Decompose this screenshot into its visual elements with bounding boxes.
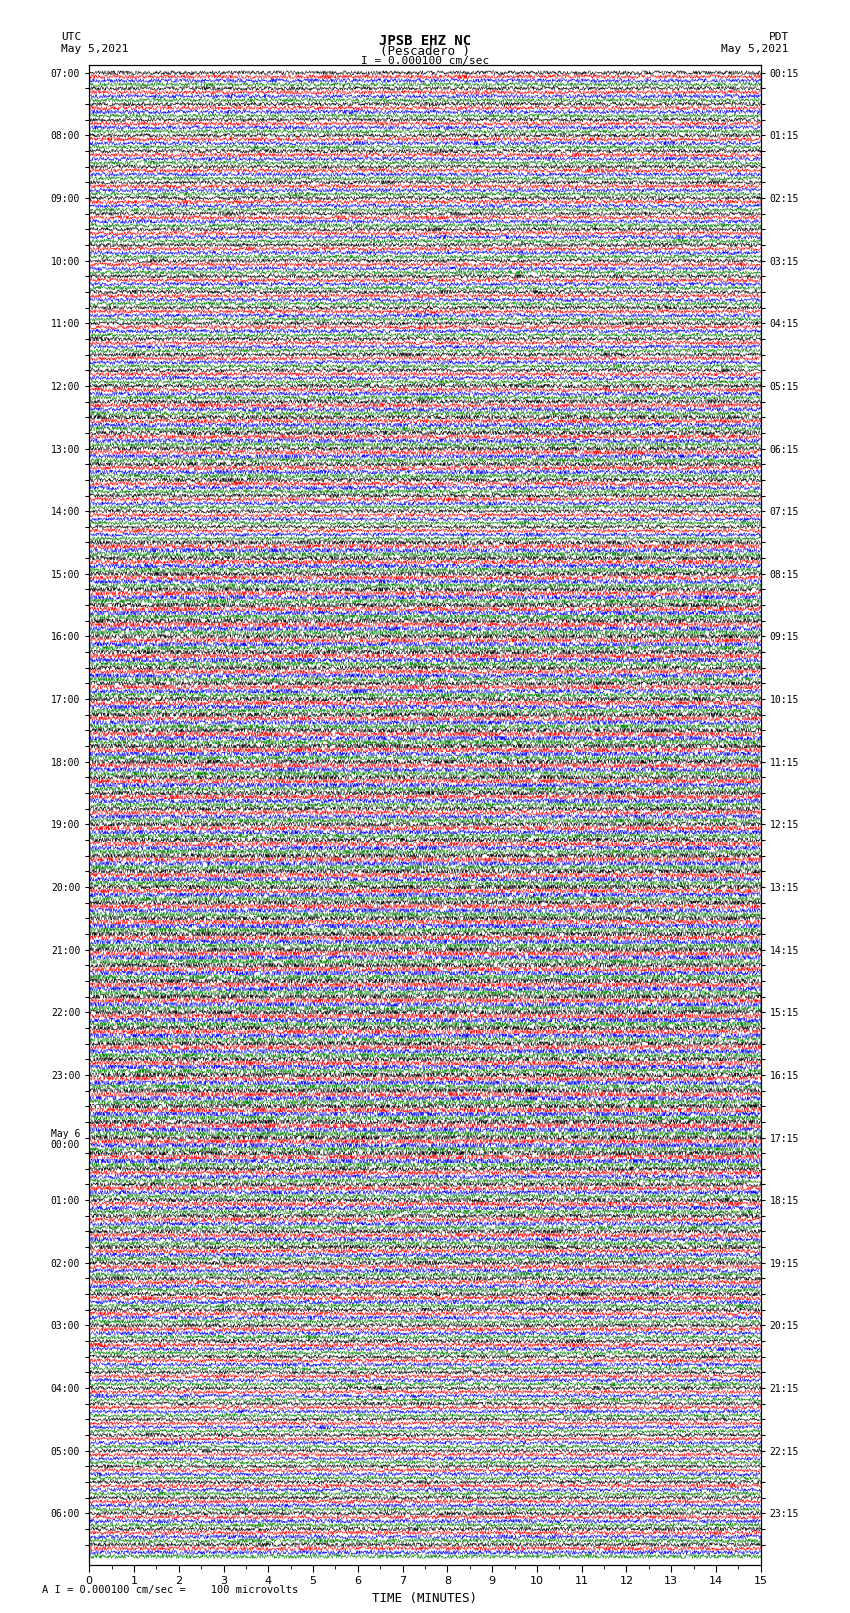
X-axis label: TIME (MINUTES): TIME (MINUTES): [372, 1592, 478, 1605]
Text: A I = 0.000100 cm/sec =    100 microvolts: A I = 0.000100 cm/sec = 100 microvolts: [42, 1586, 298, 1595]
Text: (Pescadero ): (Pescadero ): [380, 45, 470, 58]
Text: May 5,2021: May 5,2021: [61, 44, 128, 53]
Text: JPSB EHZ NC: JPSB EHZ NC: [379, 34, 471, 48]
Text: UTC: UTC: [61, 32, 82, 42]
Text: PDT: PDT: [768, 32, 789, 42]
Text: I = 0.000100 cm/sec: I = 0.000100 cm/sec: [361, 56, 489, 66]
Text: May 5,2021: May 5,2021: [722, 44, 789, 53]
